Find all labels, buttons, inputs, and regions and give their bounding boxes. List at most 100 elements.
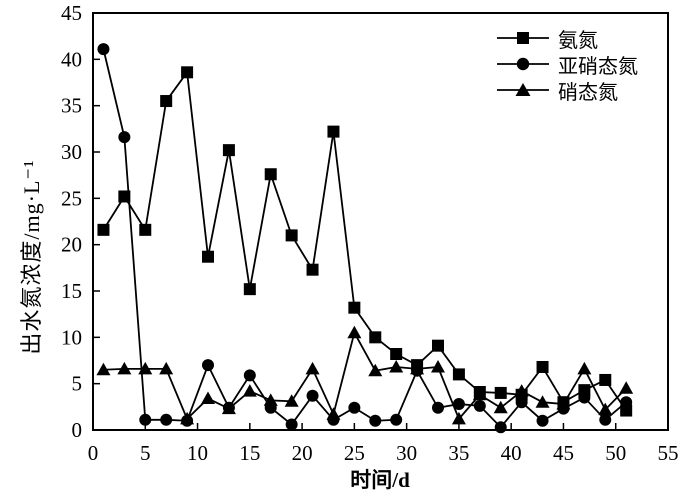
data-marker-circle <box>139 413 152 426</box>
data-marker-circle <box>515 396 528 409</box>
y-tick-label: 45 <box>61 1 82 25</box>
square-marker-icon <box>497 32 549 44</box>
data-marker-circle <box>160 413 173 426</box>
data-marker-circle <box>118 131 131 144</box>
x-tick-label: 15 <box>239 441 260 465</box>
data-marker-triangle <box>577 361 592 375</box>
x-tick-label: 50 <box>605 441 626 465</box>
data-marker-triangle <box>472 387 487 401</box>
data-marker-triangle <box>410 361 425 375</box>
data-marker-circle <box>243 369 256 382</box>
data-marker-square <box>202 250 214 263</box>
data-marker-square <box>181 66 194 79</box>
data-marker-triangle <box>514 384 529 397</box>
legend-item-nitrate: 硝态氮 <box>497 77 638 104</box>
data-marker-triangle <box>221 401 236 415</box>
data-marker-triangle <box>556 397 571 410</box>
legend-item-ammonia: 氨氮 <box>497 25 638 52</box>
data-marker-circle <box>97 43 110 56</box>
data-marker-circle <box>620 396 633 409</box>
y-tick-label: 20 <box>61 233 82 257</box>
triangle-marker-icon <box>497 83 549 96</box>
data-marker-triangle <box>263 393 278 406</box>
data-marker-square <box>599 373 612 386</box>
data-marker-circle <box>599 413 612 426</box>
x-tick-label: 25 <box>344 441 365 465</box>
data-marker-square <box>327 125 340 138</box>
x-tick-label: 20 <box>292 441 313 465</box>
y-tick-label: 30 <box>61 140 82 164</box>
data-marker-square <box>243 283 256 296</box>
data-marker-triangle <box>431 359 445 373</box>
data-marker-triangle <box>389 359 404 373</box>
data-marker-triangle <box>305 361 320 375</box>
data-marker-square <box>222 144 235 157</box>
data-marker-square <box>536 360 549 373</box>
data-marker-triangle <box>201 391 215 404</box>
data-marker-triangle <box>451 411 466 425</box>
data-marker-triangle <box>96 362 111 376</box>
data-marker-square <box>369 331 382 344</box>
data-marker-square <box>285 229 298 242</box>
data-marker-triangle <box>347 325 362 339</box>
x-tick-label: 0 <box>88 441 99 465</box>
data-marker-triangle <box>368 363 383 377</box>
y-tick-label: 35 <box>61 94 82 118</box>
x-tick-label: 5 <box>140 441 151 465</box>
data-marker-triangle <box>598 402 613 416</box>
legend-label-ammonia: 氨氮 <box>558 29 598 52</box>
data-marker-circle <box>578 391 591 404</box>
x-tick-label: 30 <box>396 441 417 465</box>
data-marker-triangle <box>180 411 195 425</box>
data-marker-circle <box>306 389 319 402</box>
data-marker-circle <box>452 398 465 411</box>
data-marker-square <box>160 95 173 108</box>
legend-label-nitrate: 硝态氮 <box>558 81 618 104</box>
y-tick-label: 25 <box>61 186 82 210</box>
data-marker-triangle <box>117 361 132 375</box>
data-marker-square <box>432 339 444 352</box>
series-line-2 <box>103 330 627 421</box>
data-marker-triangle <box>619 381 634 394</box>
y-tick-label: 5 <box>72 372 83 396</box>
data-marker-triangle <box>284 394 299 407</box>
data-marker-circle <box>494 421 507 434</box>
x-tick-label: 55 <box>658 441 679 465</box>
x-tick-label: 10 <box>187 441 208 465</box>
x-axis-title: 时间/d <box>350 468 410 492</box>
legend: 氨氮 亚硝态氮 硝态氮 <box>497 25 638 104</box>
data-marker-circle <box>390 413 403 426</box>
data-marker-square <box>390 348 403 361</box>
data-marker-square <box>97 223 110 236</box>
data-marker-circle <box>285 418 298 431</box>
data-marker-triangle <box>493 400 508 414</box>
legend-label-nitrite: 亚硝态氮 <box>558 55 638 78</box>
data-marker-circle <box>432 401 444 414</box>
data-marker-circle <box>202 359 214 372</box>
x-tick-label: 45 <box>553 441 574 465</box>
data-marker-square <box>494 386 507 399</box>
data-marker-circle <box>348 401 361 414</box>
circle-marker-icon <box>497 57 549 71</box>
data-marker-square <box>306 263 319 276</box>
y-tick-label: 0 <box>72 418 83 442</box>
data-marker-square <box>452 368 465 381</box>
y-tick-label: 40 <box>61 47 82 71</box>
data-marker-triangle <box>159 361 174 375</box>
data-marker-square <box>620 404 633 417</box>
data-marker-triangle <box>326 407 341 420</box>
data-marker-square <box>118 190 131 203</box>
data-marker-square <box>264 168 277 181</box>
y-axis-title: 出水氮浓度/mg·L⁻¹ <box>19 159 44 355</box>
x-tick-label: 35 <box>448 441 469 465</box>
data-marker-square <box>348 301 361 314</box>
series-line-0 <box>102 69 627 412</box>
data-marker-triangle <box>535 395 550 408</box>
x-tick-label: 40 <box>501 441 522 465</box>
data-marker-circle <box>473 399 486 412</box>
data-marker-triangle <box>242 384 257 397</box>
legend-item-nitrite: 亚硝态氮 <box>497 51 638 78</box>
data-marker-triangle <box>138 361 153 375</box>
data-marker-circle <box>369 414 382 427</box>
